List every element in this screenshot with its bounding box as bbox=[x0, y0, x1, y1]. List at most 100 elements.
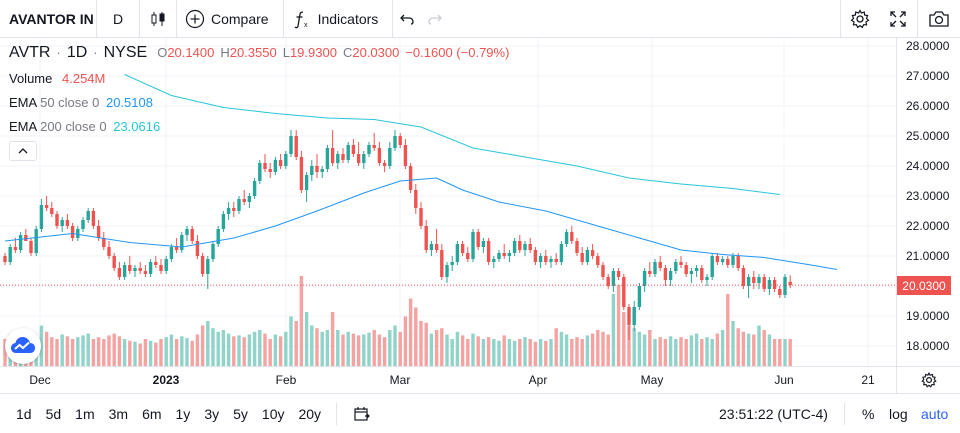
candle-body bbox=[492, 259, 496, 262]
candle-body bbox=[382, 163, 387, 166]
legend-collapse-button[interactable] bbox=[9, 141, 37, 161]
symbol-search-button[interactable]: AVANTOR IN bbox=[9, 10, 94, 27]
candle-body bbox=[8, 247, 12, 262]
volume-bar bbox=[554, 328, 558, 366]
range-button-3y[interactable]: 3y bbox=[204, 405, 220, 422]
range-button-6m[interactable]: 6m bbox=[142, 405, 162, 422]
go-to-date-button[interactable] bbox=[347, 405, 377, 423]
volume-bar bbox=[533, 341, 538, 366]
candle-body bbox=[414, 190, 418, 208]
candle-body bbox=[533, 250, 538, 262]
volume-bar bbox=[122, 339, 127, 366]
price-axis[interactable] bbox=[896, 38, 960, 366]
volume-bar bbox=[637, 331, 642, 366]
candle-body bbox=[190, 229, 194, 241]
volume-bar bbox=[772, 339, 777, 366]
ema50-value: 20.5108 bbox=[105, 95, 153, 110]
volume-bar bbox=[60, 334, 64, 366]
range-button-5d[interactable]: 5d bbox=[45, 405, 62, 422]
legend-ema50-row[interactable]: EMA 50 close 0 20.5108 bbox=[9, 95, 153, 110]
candle-body bbox=[632, 307, 636, 325]
candle-body bbox=[476, 232, 480, 247]
price-tick-label: 21.0000 bbox=[906, 249, 950, 263]
candle-body bbox=[648, 271, 652, 274]
candle-body bbox=[164, 259, 168, 271]
candle-body bbox=[18, 235, 23, 250]
svg-text:x: x bbox=[304, 22, 308, 29]
function-icon: x bbox=[294, 10, 308, 29]
volume-bar bbox=[39, 325, 44, 366]
interval-button[interactable]: D bbox=[112, 10, 124, 27]
ema200-label: EMA bbox=[9, 119, 37, 134]
snapshot-button[interactable] bbox=[918, 0, 960, 38]
candle-body bbox=[419, 208, 423, 226]
tradingview-logo[interactable] bbox=[5, 328, 41, 364]
candle-body bbox=[299, 157, 304, 190]
fullscreen-button[interactable] bbox=[879, 0, 917, 38]
compare-button[interactable]: Compare bbox=[177, 0, 283, 38]
candle-body bbox=[341, 154, 345, 160]
auto-scale-toggle[interactable]: auto bbox=[921, 406, 949, 422]
volume-bar bbox=[258, 330, 262, 366]
legend-volume-row[interactable]: Volume 4.254M bbox=[9, 71, 105, 86]
timezone-clock[interactable]: 23:51:22 (UTC-4) bbox=[719, 406, 828, 422]
candle-body bbox=[367, 145, 371, 154]
candle-body bbox=[455, 244, 460, 262]
range-button-1y[interactable]: 1y bbox=[175, 405, 191, 422]
volume-bar bbox=[762, 330, 766, 366]
candle-body bbox=[133, 268, 137, 271]
change-value: −0.1600 (−0.79%) bbox=[405, 45, 510, 60]
price-tick-label: 18.0000 bbox=[906, 339, 950, 353]
range-button-3m[interactable]: 3m bbox=[108, 405, 129, 422]
candle-body bbox=[736, 256, 740, 268]
range-button-20y[interactable]: 20y bbox=[298, 405, 322, 422]
volume-bar bbox=[585, 335, 590, 366]
volume-bar bbox=[502, 335, 506, 366]
volume-bar bbox=[731, 321, 735, 366]
candle-body bbox=[310, 166, 314, 175]
volume-bar bbox=[304, 312, 309, 366]
toolbar-divider bbox=[917, 0, 918, 38]
volume-bar bbox=[549, 339, 553, 366]
range-button-1m[interactable]: 1m bbox=[75, 405, 95, 422]
volume-bar bbox=[414, 307, 418, 366]
candle-body bbox=[86, 211, 90, 220]
range-button-1d[interactable]: 1d bbox=[16, 405, 32, 422]
volume-bar bbox=[346, 331, 350, 366]
indicators-button[interactable]: x Indicators bbox=[284, 0, 393, 38]
axis-settings-button[interactable] bbox=[896, 366, 960, 393]
candle-body bbox=[752, 277, 756, 283]
redo-button[interactable] bbox=[421, 0, 449, 38]
legend-ema200-row[interactable]: EMA 200 close 0 23.0616 bbox=[9, 119, 160, 134]
fullscreen-icon bbox=[890, 11, 906, 27]
candle-body bbox=[544, 256, 548, 262]
volume-bar bbox=[658, 337, 662, 366]
settings-button[interactable] bbox=[841, 0, 879, 38]
range-button-5y[interactable]: 5y bbox=[233, 405, 248, 422]
chart-type-button[interactable] bbox=[140, 0, 176, 38]
volume-bar bbox=[455, 331, 460, 366]
chevron-up-icon bbox=[18, 148, 28, 154]
percent-scale-toggle[interactable]: % bbox=[862, 406, 875, 422]
candle-body bbox=[185, 229, 189, 235]
candle-body bbox=[294, 136, 298, 157]
volume-bar bbox=[96, 337, 101, 366]
gear-icon bbox=[920, 372, 937, 388]
candle-body bbox=[65, 220, 70, 226]
volume-bar bbox=[169, 334, 174, 366]
log-scale-toggle[interactable]: log bbox=[889, 406, 908, 422]
volume-bar bbox=[81, 335, 85, 366]
candle-body bbox=[226, 208, 231, 214]
range-button-10y[interactable]: 10y bbox=[261, 405, 285, 422]
time-axis[interactable]: Dec 2023 Feb Mar Apr May Jun 21 bbox=[0, 366, 896, 393]
volume-bar bbox=[252, 331, 257, 366]
candle-body bbox=[346, 145, 350, 160]
candle-body bbox=[408, 166, 413, 190]
price-chart[interactable] bbox=[0, 38, 896, 366]
time-tick-label: Apr bbox=[528, 373, 548, 387]
legend-symbol[interactable]: AVTR bbox=[9, 44, 51, 61]
undo-button[interactable] bbox=[393, 0, 421, 38]
ema200-value: 23.0616 bbox=[113, 119, 161, 134]
date-range-group: 1d 5d 1m 3m 6m 1y 3y 5y 10y 20y bbox=[0, 406, 328, 422]
volume-bar bbox=[206, 321, 210, 366]
